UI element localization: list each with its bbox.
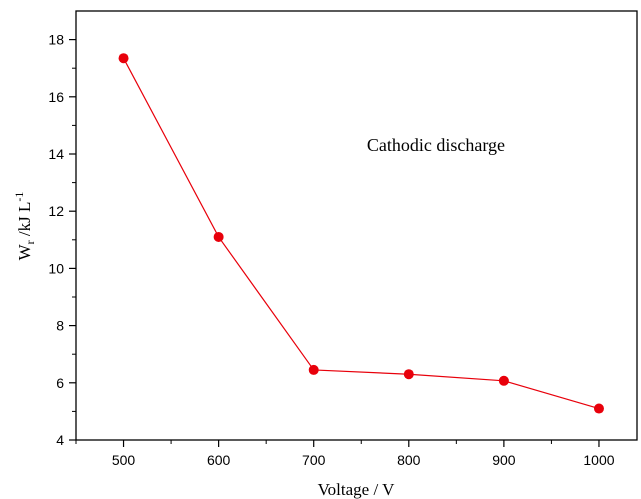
- ticks: [69, 38, 600, 447]
- y-axis-title-sub: r: [23, 240, 37, 244]
- y-axis-title: Wr /kJ L-1: [12, 192, 37, 261]
- tick-labels: 500 600 700 800 900 1000 4 6 8 10 12 14 16 18: [48, 32, 614, 468]
- series-layer: [118, 53, 604, 414]
- data-point-700: [308, 364, 319, 375]
- y-tick-label-8: 8: [56, 318, 64, 334]
- y-tick-label-12: 12: [48, 203, 64, 219]
- y-tick-label-4: 4: [56, 432, 64, 448]
- y-tick-label-14: 14: [48, 146, 64, 162]
- y-axis-title-base: W: [15, 243, 34, 260]
- data-point-600: [213, 231, 224, 242]
- series-line-0: [123, 57, 600, 410]
- data-point-900: [498, 375, 509, 386]
- x-tick-label-500: 500: [112, 452, 136, 468]
- data-point-500: [118, 53, 129, 64]
- y-axis-title-sup: -1: [12, 192, 26, 202]
- data-point-800: [403, 369, 414, 380]
- data-point-1000: [593, 403, 604, 414]
- x-axis-title: Voltage / V: [318, 480, 396, 499]
- x-tick-label-900: 900: [492, 452, 516, 468]
- y-tick-label-10: 10: [48, 260, 64, 276]
- y-tick-label-16: 16: [48, 89, 64, 105]
- y-tick-label-6: 6: [56, 375, 64, 391]
- y-tick-label-18: 18: [48, 32, 64, 48]
- plot-frame: [75, 10, 638, 441]
- x-tick-label-1000: 1000: [583, 452, 614, 468]
- x-tick-label-600: 600: [207, 452, 231, 468]
- annotation-text: Cathodic discharge: [367, 135, 505, 155]
- x-tick-label-700: 700: [302, 452, 326, 468]
- x-tick-label-800: 800: [397, 452, 421, 468]
- y-axis-title-mid: /kJ L: [15, 202, 34, 241]
